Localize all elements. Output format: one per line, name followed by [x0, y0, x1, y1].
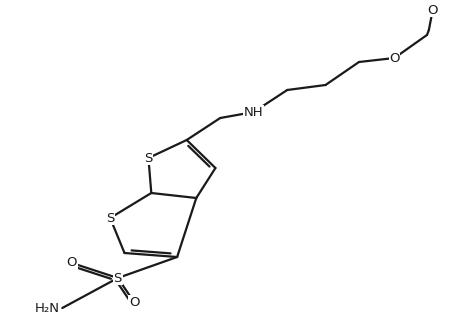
- Text: S: S: [144, 151, 153, 164]
- Text: O: O: [428, 3, 438, 16]
- Text: O: O: [389, 52, 400, 65]
- Text: H₂N: H₂N: [35, 302, 60, 315]
- Text: S: S: [106, 211, 114, 224]
- Text: NH: NH: [244, 106, 264, 119]
- Text: O: O: [129, 295, 140, 309]
- Text: S: S: [113, 271, 122, 284]
- Text: O: O: [67, 257, 77, 269]
